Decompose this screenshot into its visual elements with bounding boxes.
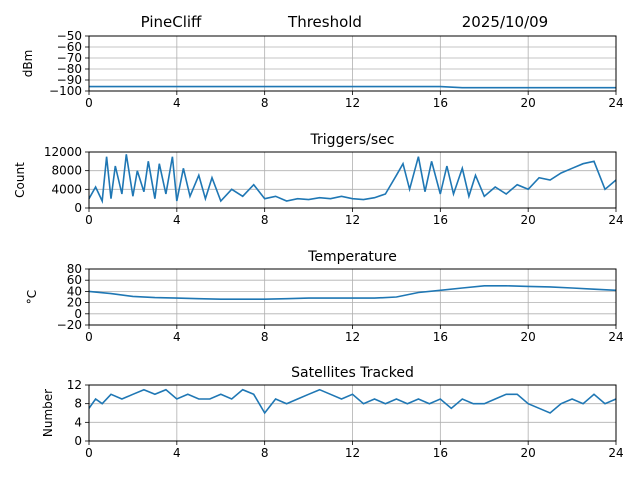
chart-title: Triggers/sec: [310, 132, 395, 148]
y-axis-label: Count: [13, 162, 27, 198]
x-tick-label: 20: [521, 330, 536, 344]
y-tick-label: 4: [74, 415, 82, 429]
x-tick-label: 4: [173, 96, 181, 110]
x-tick-label: 12: [345, 213, 360, 227]
y-tick-label: −60: [57, 40, 82, 54]
series-line: [88, 154, 617, 204]
chart-title: Satellites Tracked: [291, 365, 414, 381]
station-name: PineCliff: [141, 13, 202, 31]
x-tick-label: 24: [608, 330, 623, 344]
panel-4: 0 4 8 12 16 20 24 0 4 8 12 Number Satellites Tracked: [41, 365, 624, 460]
x-tick-label: 20: [521, 96, 536, 110]
x-tick-label: 8: [261, 96, 269, 110]
y-tick-label: 80: [67, 262, 82, 276]
x-tick-label: 4: [173, 330, 181, 344]
y-tick-label: 0: [74, 201, 82, 215]
chart-title: Temperature: [307, 249, 397, 265]
y-tick-label: 60: [67, 273, 82, 287]
x-tick-label: 16: [433, 330, 448, 344]
x-tick-label: 4: [173, 446, 181, 460]
y-axis-label: °C: [25, 290, 39, 304]
y-tick-label: 40: [67, 284, 82, 298]
x-tick-label: 0: [85, 330, 93, 344]
panel-2: 0 4 8 12 16 20 24 0 4000 8000 12000 Count Triggers/s…: [13, 132, 624, 227]
x-tick-label: 0: [85, 96, 93, 110]
x-tick-label: 20: [521, 446, 536, 460]
x-tick-label: 24: [608, 213, 623, 227]
y-tick-label: −20: [57, 318, 82, 332]
y-tick-label: −100: [49, 84, 82, 98]
x-tick-label: 16: [433, 446, 448, 460]
y-tick-label: 12000: [44, 145, 82, 159]
series-line: [89, 85, 616, 89]
y-tick-label: −50: [57, 29, 82, 43]
x-tick-label: 24: [608, 96, 623, 110]
y-tick-label: −80: [57, 62, 82, 76]
panel-1: 0 4 8 12 16 20 24 −100−90−80−70−60−50 dBm: [21, 29, 624, 110]
y-tick-label: 8000: [51, 164, 82, 178]
x-tick-label: 16: [433, 213, 448, 227]
y-tick-label: −90: [57, 73, 82, 87]
threshold-title: Threshold: [287, 13, 362, 31]
x-tick-label: 0: [85, 446, 93, 460]
y-tick-label: 4000: [51, 182, 82, 196]
x-tick-label: 16: [433, 96, 448, 110]
x-tick-label: 12: [345, 330, 360, 344]
x-tick-label: 8: [261, 330, 269, 344]
y-tick-label: 8: [74, 397, 82, 411]
series-line: [88, 388, 617, 415]
y-tick-label: −70: [57, 51, 82, 65]
x-tick-label: 8: [261, 213, 269, 227]
x-tick-label: 12: [345, 96, 360, 110]
y-tick-label: 12: [67, 378, 82, 392]
date-label: 2025/10/09: [462, 13, 548, 31]
x-tick-label: 24: [608, 446, 623, 460]
x-tick-label: 0: [85, 213, 93, 227]
y-tick-label: 0: [74, 434, 82, 448]
y-tick-label: 20: [67, 296, 82, 310]
x-tick-label: 4: [173, 213, 181, 227]
y-axis-label: dBm: [21, 50, 35, 78]
series-line: [88, 285, 617, 300]
x-tick-label: 20: [521, 213, 536, 227]
y-axis-label: Number: [41, 389, 55, 437]
y-tick-label: 0: [74, 307, 82, 321]
x-tick-label: 12: [345, 446, 360, 460]
x-tick-label: 8: [261, 446, 269, 460]
